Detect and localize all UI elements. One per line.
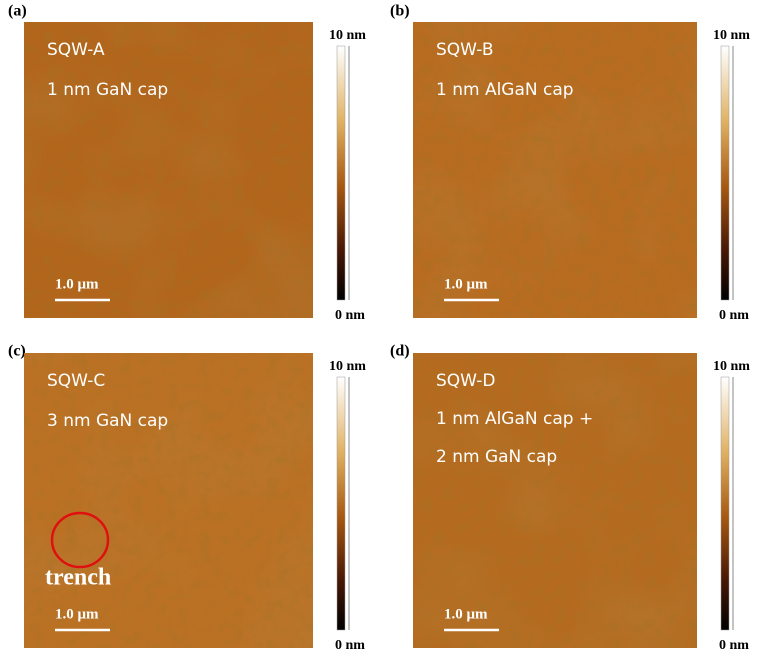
sample-text: 1 nm AlGaN cap (436, 80, 574, 100)
panel-label: (c) (8, 343, 26, 360)
figure: (a) SQW-A 1 nm GaN cap 1.0 μm 10 nm 0 nm (b) SQ… (0, 0, 757, 661)
scale-bar-label: 1.0 μm (444, 606, 488, 622)
colorbar-min: 0 nm (335, 308, 365, 323)
afm-texture (24, 22, 313, 318)
panel-label: (a) (8, 3, 27, 20)
colorbar (337, 46, 345, 300)
sample-text: SQW-C (47, 371, 105, 391)
colorbar-max: 10 nm (713, 359, 750, 374)
colorbar-max: 10 nm (329, 28, 366, 43)
scale-bar-label: 1.0 μm (55, 606, 99, 622)
annotation: trench (45, 565, 111, 591)
panel-label: (d) (390, 343, 410, 360)
afm-texture (24, 353, 313, 648)
scale-bar-label: 1.0 μm (55, 276, 99, 292)
sample-text: SQW-A (47, 40, 105, 60)
sample-text: SQW-B (436, 40, 493, 60)
scale-bar-label: 1.0 μm (444, 276, 488, 292)
colorbar-min: 0 nm (719, 308, 749, 323)
colorbar (721, 377, 729, 630)
colorbar (337, 377, 345, 630)
afm-texture (413, 353, 697, 648)
sample-text: 2 nm GaN cap (436, 447, 557, 467)
sample-text: 1 nm AlGaN cap + (436, 409, 593, 429)
colorbar-max: 10 nm (329, 359, 366, 374)
sample-text: 3 nm GaN cap (47, 411, 168, 431)
panel-label: (b) (390, 3, 410, 20)
afm-texture (413, 22, 697, 318)
colorbar-max: 10 nm (713, 28, 750, 43)
colorbar-min: 0 nm (335, 638, 365, 653)
colorbar (721, 46, 729, 300)
sample-text: SQW-D (436, 371, 496, 391)
colorbar-min: 0 nm (719, 638, 749, 653)
sample-text: 1 nm GaN cap (47, 80, 168, 100)
